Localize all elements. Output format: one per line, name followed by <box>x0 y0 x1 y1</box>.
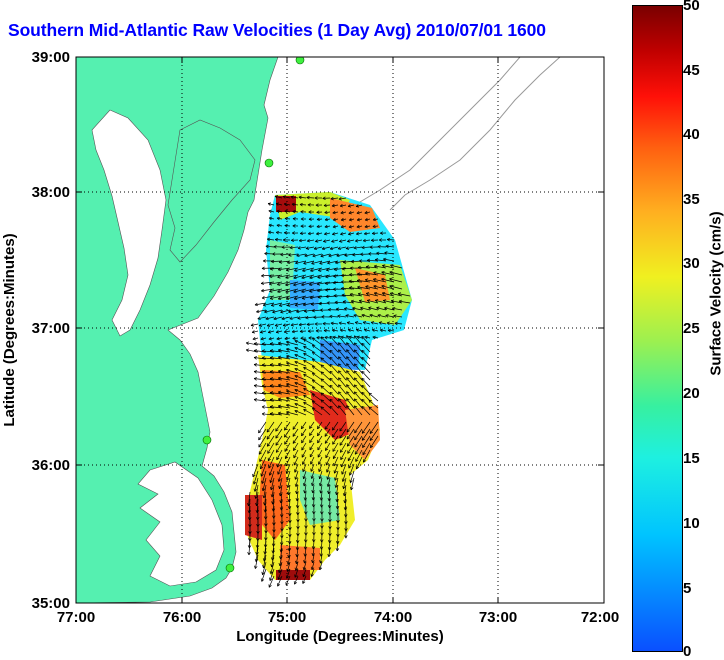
y-tick-label: 38:00 <box>32 184 70 201</box>
velocity-arrow-head <box>338 392 339 395</box>
velocity-arrow-head <box>338 399 339 402</box>
x-tick-label: 75:00 <box>268 609 306 626</box>
x-axis-label: Longitude (Degrees:Minutes) <box>236 628 444 645</box>
velocity-arrow-head <box>347 371 348 374</box>
y-tick-label: 37:00 <box>32 320 70 337</box>
velocity-arrow-head <box>319 476 320 479</box>
velocity-arrow-head <box>347 350 348 353</box>
velocity-arrow-head <box>347 378 348 381</box>
y-axis-label: Latitude (Degrees:Minutes) <box>1 233 18 426</box>
colorbar-tick: 0 <box>683 643 691 660</box>
station-marker <box>265 159 273 167</box>
velocity-arrow-head <box>338 385 339 388</box>
velocity-arrow-head <box>311 574 312 577</box>
station-marker <box>226 564 234 572</box>
colorbar-label: Surface Velocity (cm/s) <box>708 174 724 414</box>
colorbar-tick: 30 <box>683 255 700 272</box>
velocity-arrow-head <box>347 399 348 402</box>
colorbar-tick: 25 <box>683 320 700 337</box>
y-tick-label: 35:00 <box>32 595 70 612</box>
colorbar-tick: 5 <box>683 580 691 597</box>
velocity-arrow-head <box>338 371 339 374</box>
velocity-arrow-head <box>338 336 339 339</box>
velocity-arrow-head <box>303 574 304 577</box>
colorbar <box>632 5 683 652</box>
colorbar-tick: 10 <box>683 515 700 532</box>
velocity-arrow-head <box>338 378 339 381</box>
colorbar-tick: 15 <box>683 450 700 467</box>
x-tick-label: 73:00 <box>479 609 517 626</box>
colorbar-tick: 40 <box>683 126 700 143</box>
velocity-arrow-head <box>338 343 339 346</box>
velocity-arrow-head <box>347 357 348 360</box>
x-tick-label: 72:00 <box>581 609 619 626</box>
velocity-arrow-head <box>270 480 271 483</box>
velocity-arrow-head <box>347 364 348 367</box>
velocity-arrow-head <box>347 406 348 409</box>
velocity-arrow-head <box>347 385 348 388</box>
velocity-arrow-head <box>270 578 271 581</box>
velocity-arrow-head <box>295 575 296 578</box>
colorbar-tick: 50 <box>683 0 700 14</box>
velocity-arrow-head <box>303 476 304 479</box>
velocity-arrow-head <box>347 392 348 395</box>
velocity-arrow-head <box>338 364 339 367</box>
station-marker <box>203 436 211 444</box>
x-tick-label: 74:00 <box>374 609 412 626</box>
velocity-arrow-head <box>347 336 348 339</box>
velocity-arrow-head <box>347 343 348 346</box>
velocity-arrow-head <box>338 357 339 360</box>
colorbar-tick: 45 <box>683 62 700 79</box>
velocity-arrow-head <box>261 579 262 582</box>
y-tick-label: 39:00 <box>32 49 70 66</box>
colorbar-tick: 35 <box>683 191 700 208</box>
velocity-arrow-head <box>338 406 339 409</box>
velocity-arrow-head <box>295 477 296 480</box>
colorbar-tick: 20 <box>683 385 700 402</box>
velocity-arrow-head <box>338 350 339 353</box>
x-tick-label: 76:00 <box>163 609 201 626</box>
y-tick-label: 36:00 <box>32 457 70 474</box>
